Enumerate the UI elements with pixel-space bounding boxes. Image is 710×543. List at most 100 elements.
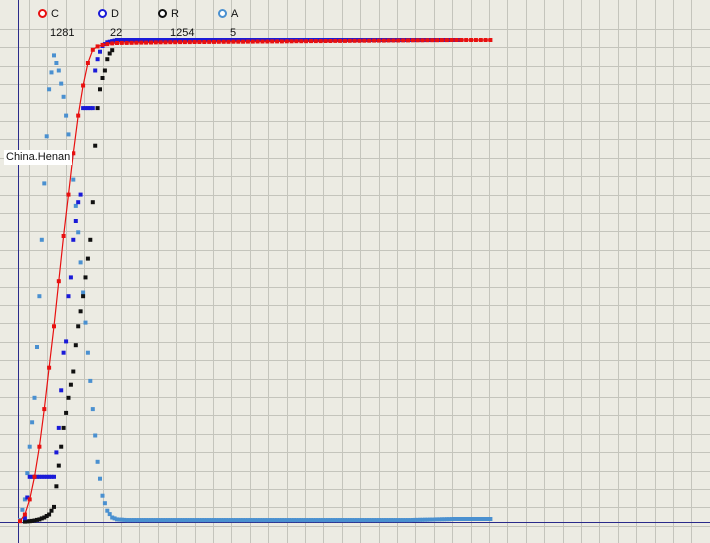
data-point [321,518,326,523]
data-point [347,38,352,43]
data-point [292,38,296,42]
data-point [231,518,236,523]
data-point [37,474,42,479]
data-point [333,518,338,523]
data-point [292,518,296,523]
data-point [132,38,136,42]
data-point [335,518,340,523]
data-point [81,83,86,88]
data-point [66,132,71,137]
legend-item-r[interactable]: R [158,8,179,20]
data-point [287,38,292,42]
data-point [294,39,299,44]
data-point [88,237,93,242]
data-point [107,51,112,56]
data-point [100,493,105,498]
data-point [357,38,362,43]
data-point [44,134,49,139]
data-point [25,519,30,524]
data-point [66,192,71,197]
data-point [173,40,178,45]
data-point [71,237,76,242]
data-point [30,474,35,479]
data-point [267,518,272,523]
data-point [88,378,93,383]
data-point [85,350,90,355]
data-point [313,518,318,523]
data-point [311,518,316,523]
data-point [93,143,98,148]
data-point [439,517,444,522]
data-point [98,49,102,54]
legend-label: R [171,8,179,20]
data-point [299,518,304,523]
data-point [391,38,396,43]
data-point [282,518,287,523]
data-point [209,518,214,523]
legend-item-c[interactable]: C [38,8,59,20]
data-point [27,497,32,502]
data-point [221,39,226,44]
data-point [59,444,64,449]
data-point [117,517,122,522]
data-point [318,518,323,523]
data-point [199,518,204,523]
data-point [265,39,270,44]
data-point [386,38,391,43]
data-point [343,38,347,43]
data-point [277,518,282,523]
data-point [275,518,280,523]
data-point [163,518,168,523]
data-point [185,518,190,523]
data-point [435,38,440,43]
data-point [289,518,294,523]
data-point [425,517,430,522]
data-point [134,40,139,45]
data-point [185,38,190,42]
legend-count-a: 5 [230,27,237,39]
data-point [39,474,44,479]
data-point [335,38,340,42]
data-point [376,518,381,523]
data-point [32,518,37,523]
legend-item-a[interactable]: A [218,8,238,20]
data-point [27,474,32,479]
data-point [42,474,47,479]
data-point [226,518,231,523]
data-point [296,518,301,523]
data-point [81,294,86,299]
data-point [124,38,129,42]
data-point [102,501,107,506]
data-point [76,200,81,205]
data-point [364,518,369,523]
data-point [105,42,110,47]
data-point [284,518,289,523]
data-point [44,514,49,518]
data-point [78,260,83,265]
data-point [175,38,180,42]
data-point [95,459,100,464]
data-point [326,518,330,523]
data-point [47,474,52,479]
data-point [238,38,243,42]
data-point [90,47,95,52]
data-point [83,275,88,280]
data-point [381,38,386,43]
data-point [367,38,372,43]
data-point [486,517,490,521]
data-point [27,519,32,524]
data-point [195,518,199,523]
data-point [93,68,98,73]
data-point [258,38,263,42]
data-point [328,39,333,43]
data-point [229,518,233,523]
data-point [478,517,483,521]
data-point [323,39,328,43]
data-point [488,38,493,42]
data-point [93,433,98,438]
data-point [85,106,90,111]
legend-item-d[interactable]: D [98,8,119,20]
data-point [473,517,478,521]
data-point [430,38,435,43]
